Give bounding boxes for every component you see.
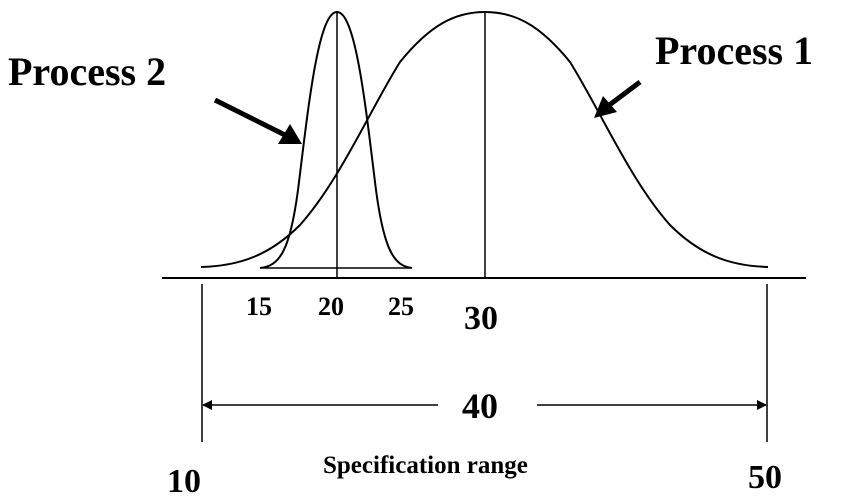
process-1-label: Process 1: [655, 28, 813, 73]
tick-label-20: 20: [318, 292, 344, 321]
tick-label-15: 15: [246, 292, 272, 321]
range-width-label: 40: [462, 386, 498, 426]
process-1-pointer-head-icon: [594, 96, 617, 118]
lower-spec-label: 10: [167, 463, 201, 497]
spec-range-label: Specification range: [323, 452, 528, 479]
process-2-pointer-head-icon: [278, 124, 302, 144]
upper-spec-label: 50: [748, 459, 782, 496]
tick-label-30: 30: [464, 300, 498, 337]
process-2-label: Process 2: [8, 49, 166, 94]
process-2-pointer-icon: [213, 97, 297, 143]
tick-label-25: 25: [388, 292, 414, 321]
